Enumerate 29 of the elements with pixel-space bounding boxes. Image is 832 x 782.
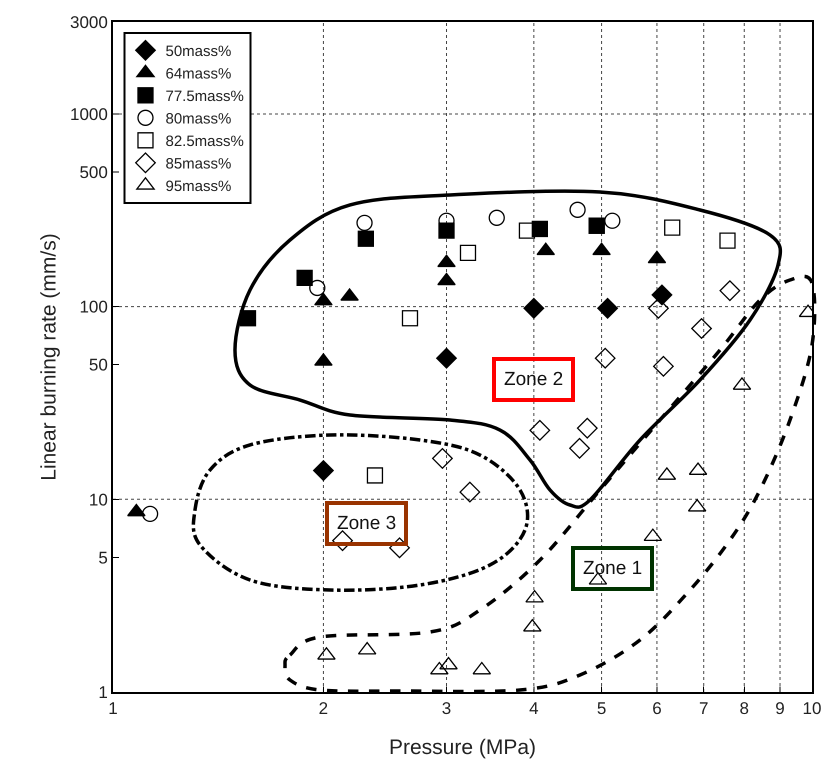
x-tick-label: 4 xyxy=(529,699,539,718)
y-tick-label: 5 xyxy=(98,548,108,568)
y-axis-title: Linear burning rate (mm/s) xyxy=(38,233,61,481)
legend-label: 82.5mass% xyxy=(165,133,244,150)
y-tick-label: 3000 xyxy=(70,12,108,32)
y-tick-label: 50 xyxy=(88,356,108,375)
annotation: Zone 3 xyxy=(337,513,396,534)
x-tick-label: 2 xyxy=(318,699,328,718)
legend-label: 77.5mass% xyxy=(165,88,244,106)
y-tick-label: 10 xyxy=(88,490,108,510)
legend-label: 80mass% xyxy=(165,110,232,128)
annotation: Zone 1 xyxy=(583,558,642,579)
x-tick-label: 9 xyxy=(775,699,785,718)
x-axis-title: Pressure (MPa) xyxy=(388,736,536,759)
x-tick-label: 7 xyxy=(698,699,708,718)
y-tick-label: 500 xyxy=(79,162,108,182)
x-tick-label: 8 xyxy=(740,699,749,718)
x-tick-label: 10 xyxy=(802,699,822,718)
x-tick-label: 3 xyxy=(442,699,452,718)
y-tick-label: 100 xyxy=(79,298,108,317)
legend-label: 50mass% xyxy=(165,43,232,60)
legend-label: 85mass% xyxy=(165,156,232,173)
y-tick-label: 1 xyxy=(98,682,108,702)
x-tick-label: 5 xyxy=(596,699,606,718)
x-tick-label: 6 xyxy=(652,699,662,718)
legend-label: 95mass% xyxy=(165,178,232,196)
legend-label: 64mass% xyxy=(165,66,232,83)
annotation: Zone 2 xyxy=(504,369,564,390)
y-tick-label: 1000 xyxy=(70,104,108,124)
